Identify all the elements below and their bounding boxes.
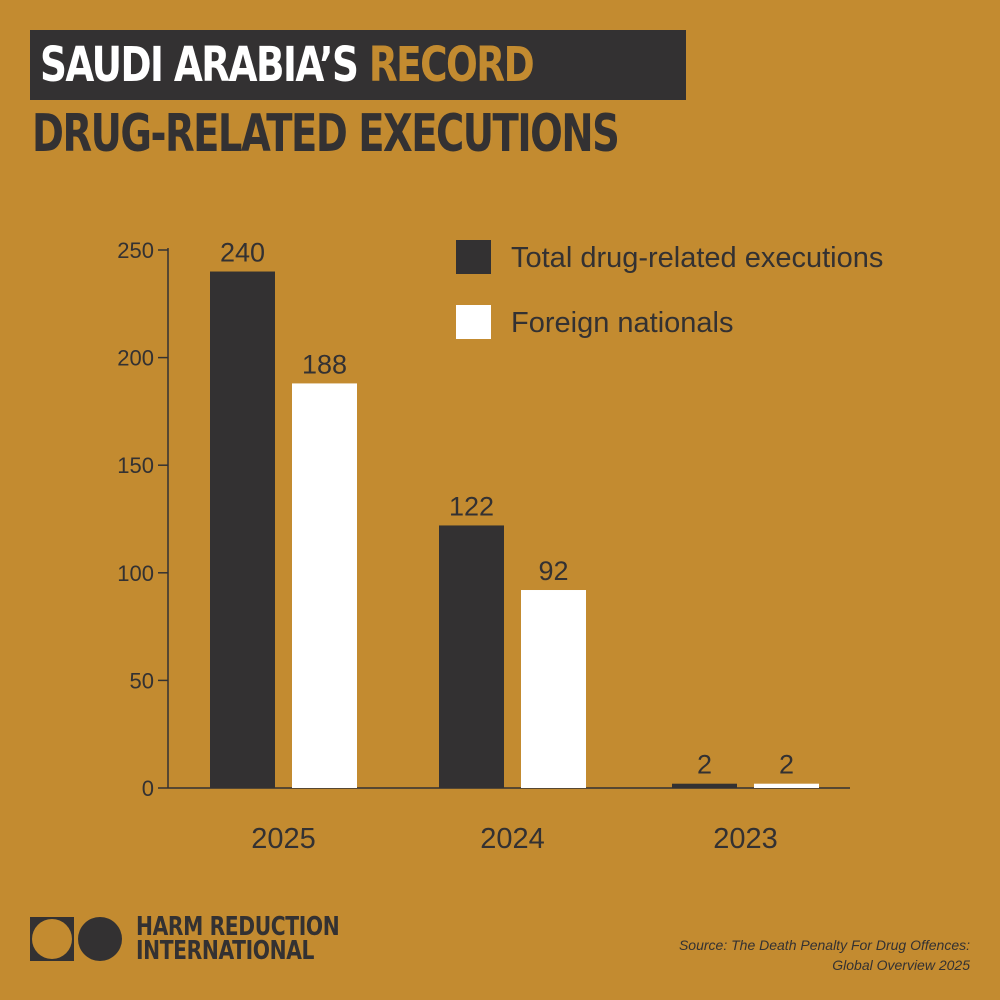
x-tick-label: 2024 <box>480 823 545 855</box>
bar-2025-series-2 <box>292 383 357 788</box>
logo-line1: HARM REDUCTION <box>136 912 340 942</box>
bar-chart: 0 50 100 150 200 250 240 188 2025 122 92 2024 2 2 2023… <box>117 238 883 855</box>
bar-2023-series-2 <box>754 783 819 788</box>
source-note: Source: The Death Penalty For Drug Offen… <box>570 935 970 975</box>
y-tick-label: 50 <box>130 668 154 693</box>
logo-text: HARM REDUCTION INTERNATIONAL <box>136 912 340 966</box>
title-accent-text: RECORD <box>368 37 535 93</box>
data-label: 92 <box>538 556 568 586</box>
y-tick-label: 0 <box>142 776 154 801</box>
logo-square-icon <box>30 917 74 961</box>
data-label: 2 <box>697 750 712 780</box>
hri-logo: HARM REDUCTION INTERNATIONAL <box>30 912 397 966</box>
y-tick-label: 100 <box>117 561 154 586</box>
legend-swatch <box>456 305 491 339</box>
legend-label: Total drug-related executions <box>511 242 883 274</box>
y-tick-label: 200 <box>117 346 154 371</box>
title-box: SAUDI ARABIA’S RECORD <box>30 30 687 100</box>
source-line1: Source: The Death Penalty For Drug Offen… <box>678 937 970 953</box>
bar-2024-series-1 <box>439 525 504 788</box>
chart-title-line2: DRUG-RELATED EXECUTIONS <box>32 104 620 164</box>
x-tick-label: 2023 <box>713 823 778 855</box>
y-tick-label: 250 <box>117 238 154 263</box>
data-label: 240 <box>220 238 265 268</box>
legend-swatch <box>456 240 491 274</box>
logo-line2: INTERNATIONAL <box>136 936 315 966</box>
bar-2025-series-1 <box>210 271 275 788</box>
logo-circle-icon <box>78 917 122 961</box>
data-label: 122 <box>449 491 494 521</box>
legend-label: Foreign nationals <box>511 307 733 339</box>
source-line2: Global Overview 2025 <box>832 957 970 973</box>
y-tick-label: 150 <box>117 453 154 478</box>
logo-mark <box>30 917 122 961</box>
bar-2024-series-2 <box>521 590 586 788</box>
data-label: 2 <box>779 750 794 780</box>
chart-title-line1: SAUDI ARABIA’S RECORD <box>40 41 535 89</box>
title-text: SAUDI ARABIA’S <box>40 37 369 93</box>
data-label: 188 <box>302 349 347 379</box>
bar-2023-series-1 <box>672 783 737 788</box>
x-tick-label: 2025 <box>251 823 316 855</box>
